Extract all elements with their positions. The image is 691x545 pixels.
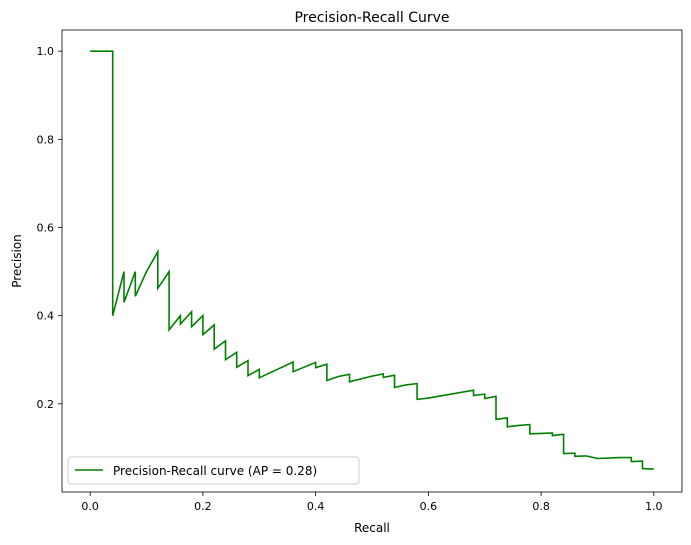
legend-label: Precision-Recall curve (AP = 0.28) xyxy=(113,464,317,478)
legend: Precision-Recall curve (AP = 0.28) xyxy=(67,456,360,485)
y-axis-ticks: 0.2 0.4 0.6 0.8 1.0 xyxy=(37,45,62,411)
y-tick-label: 0.8 xyxy=(37,133,55,146)
x-tick-label: 0.0 xyxy=(81,500,99,513)
y-tick-label: 0.2 xyxy=(37,398,55,411)
x-tick-label: 0.6 xyxy=(420,500,438,513)
y-tick-label: 0.4 xyxy=(37,310,55,323)
x-tick-label: 1.0 xyxy=(645,500,663,513)
x-tick-label: 0.4 xyxy=(307,500,325,513)
plot-area xyxy=(61,29,683,493)
x-axis-label: Recall xyxy=(354,521,390,535)
y-axis-label: Precision xyxy=(10,234,24,288)
legend-box xyxy=(67,456,360,485)
y-tick-label: 0.6 xyxy=(37,221,55,234)
x-tick-label: 0.2 xyxy=(194,500,212,513)
y-tick-label: 1.0 xyxy=(37,45,55,58)
chart-title: Precision-Recall Curve xyxy=(294,10,449,26)
precision-recall-curve-line xyxy=(90,50,654,470)
x-axis-ticks: 0.0 0.2 0.4 0.6 0.8 1.0 xyxy=(81,492,663,513)
x-tick-label: 0.8 xyxy=(532,500,550,513)
